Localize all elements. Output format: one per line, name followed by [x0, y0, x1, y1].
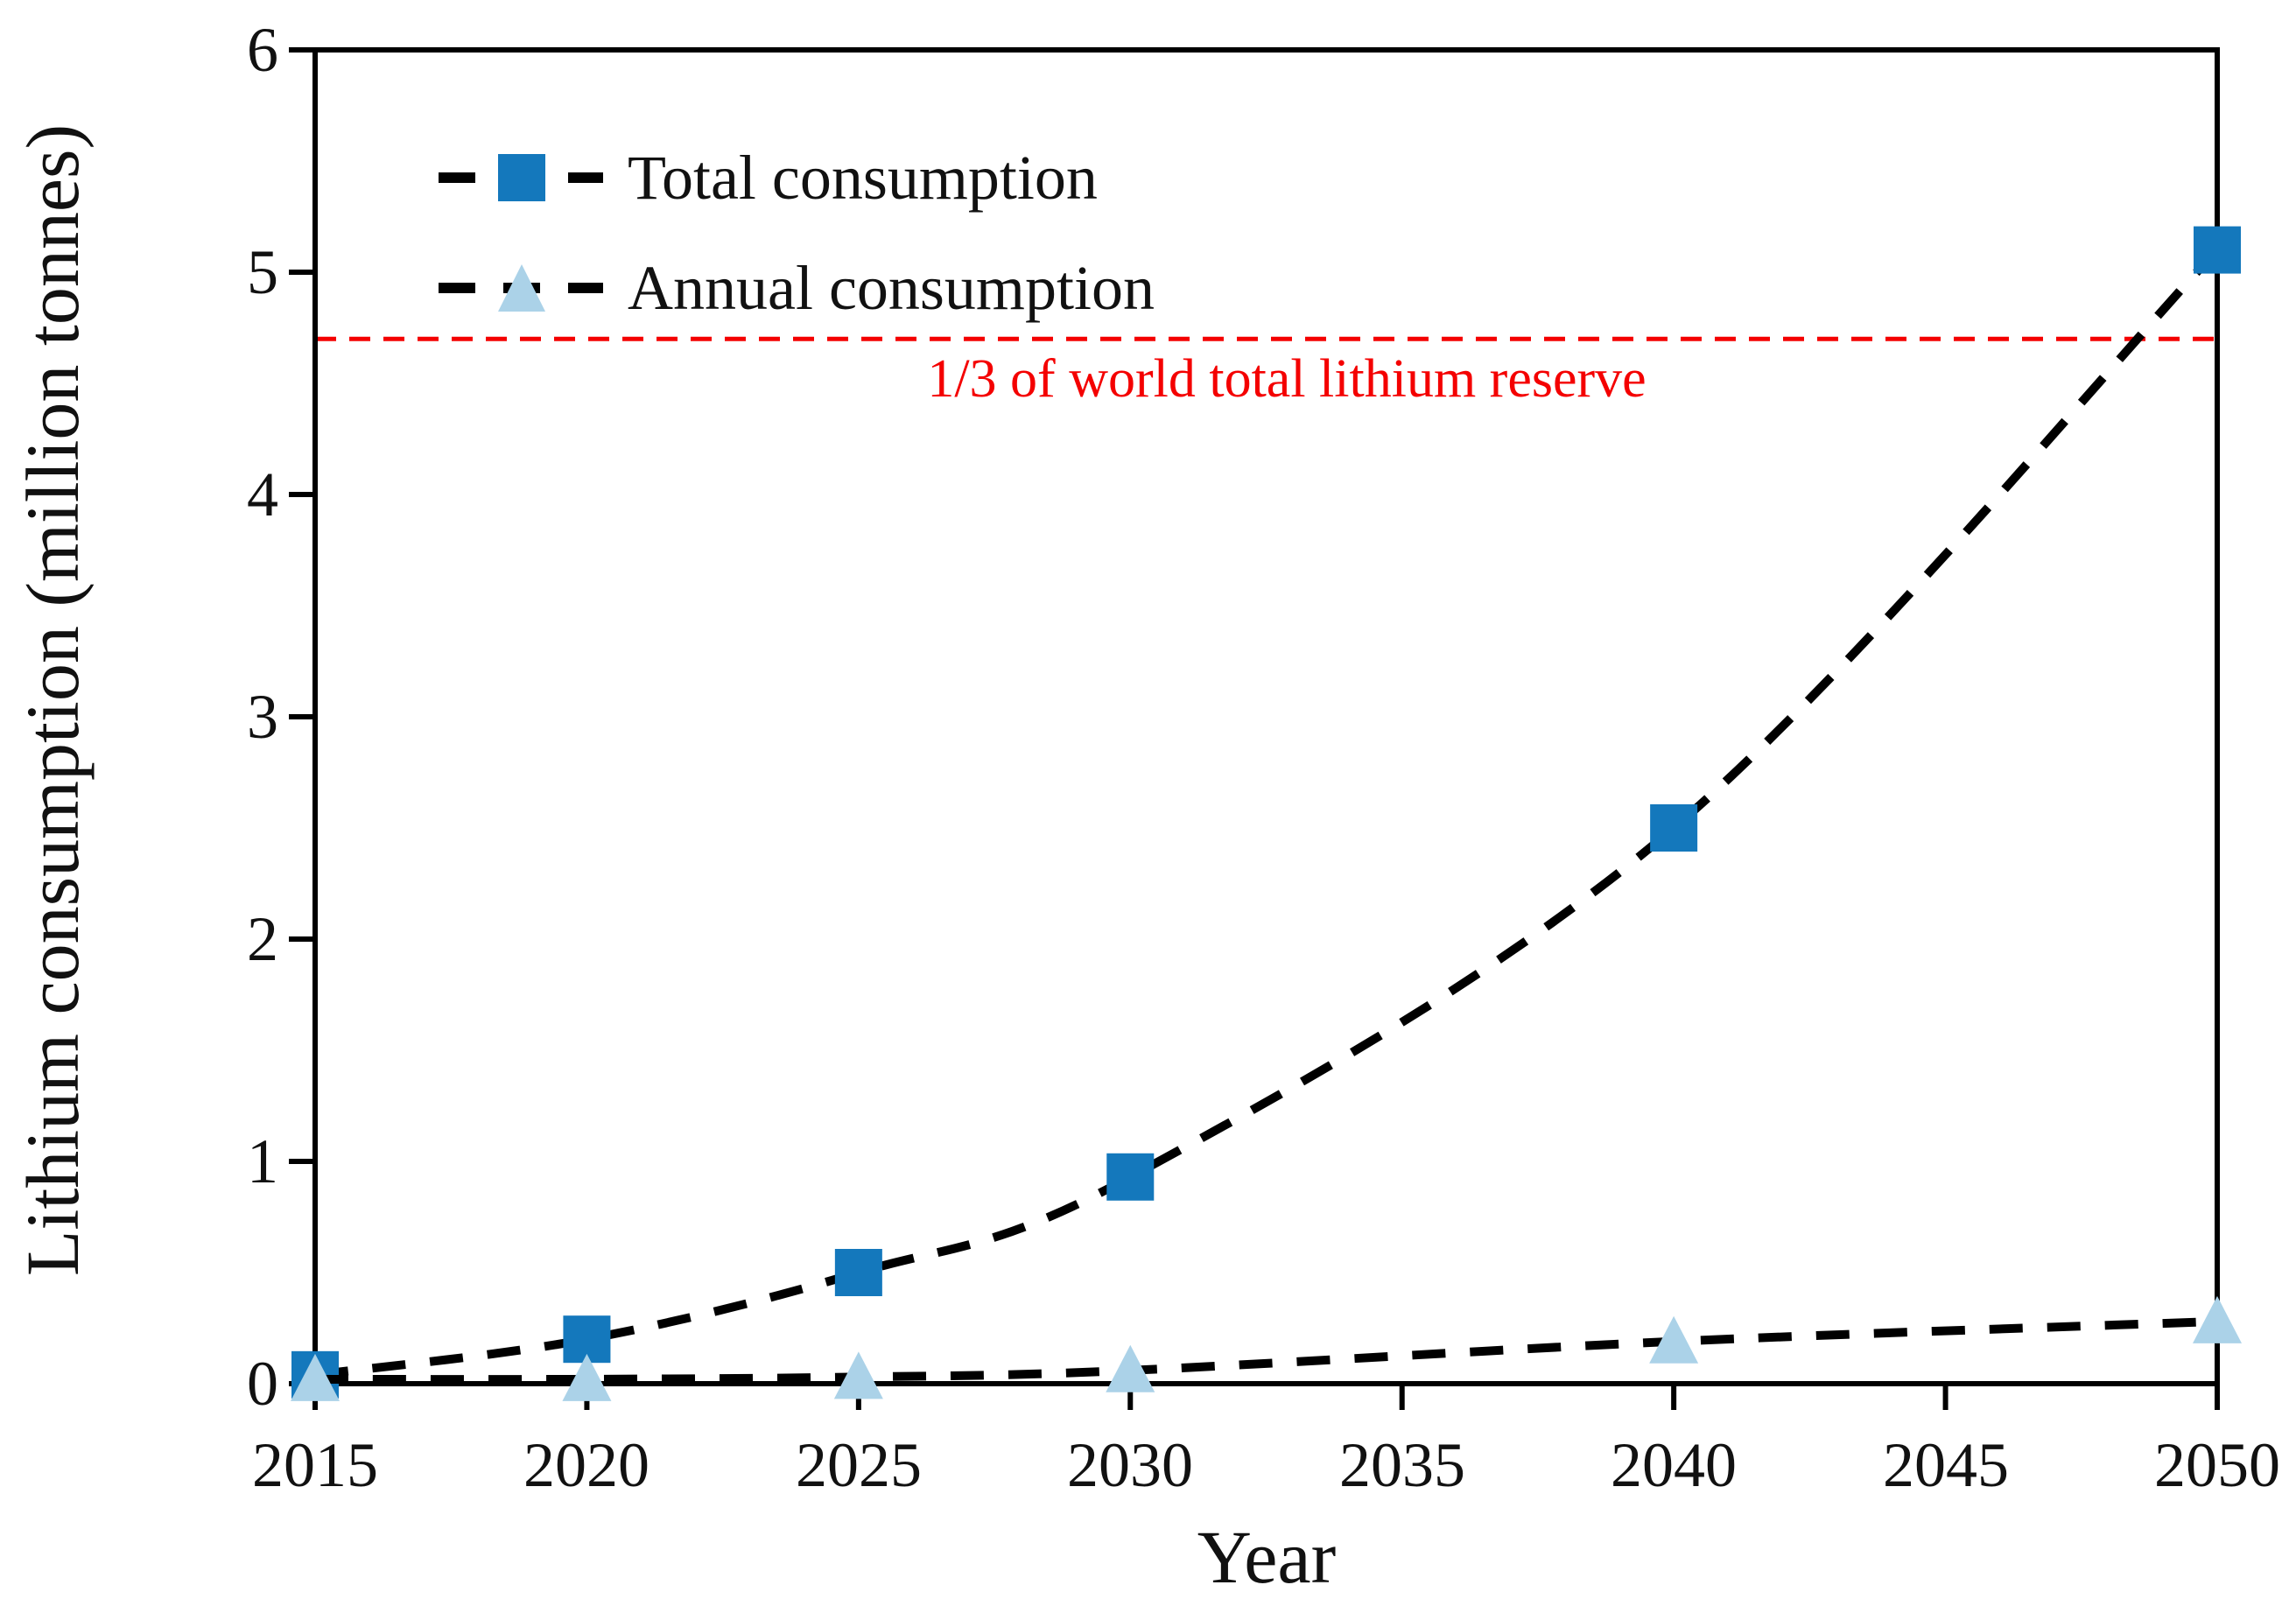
- x-axis-title: Year: [1197, 1515, 1337, 1599]
- x-tick-label: 2045: [1883, 1430, 2009, 1500]
- y-tick-label: 3: [247, 682, 278, 752]
- x-tick-label: 2030: [1067, 1430, 1193, 1500]
- data-point-triangle: [833, 1351, 883, 1399]
- legend-item-total-consumption: Total consumption: [435, 140, 1155, 215]
- data-point-square: [1650, 804, 1698, 852]
- y-tick-label: 5: [247, 237, 278, 307]
- y-tick-label: 0: [247, 1349, 278, 1419]
- y-tick-label: 2: [247, 904, 278, 974]
- legend-label: Total consumption: [628, 143, 1098, 213]
- legend-sample-total: [439, 154, 603, 201]
- data-point-triangle: [1649, 1315, 1699, 1364]
- y-axis-title: Lithium consumption (million tonnes): [11, 123, 95, 1277]
- legend: Total consumption Annual consumption: [435, 140, 1155, 326]
- data-point-square: [834, 1249, 882, 1296]
- square-marker-icon: [498, 154, 545, 201]
- x-tick-label: 2040: [1611, 1430, 1737, 1500]
- data-point-triangle: [291, 1353, 340, 1401]
- data-point-triangle: [562, 1353, 612, 1401]
- series-line-total: [314, 247, 2221, 1379]
- x-tick-label: 2050: [2154, 1430, 2280, 1500]
- data-point-triangle: [1106, 1344, 1155, 1392]
- y-tick-label: 6: [247, 15, 278, 85]
- data-point-square: [2194, 226, 2241, 274]
- legend-sample-annual: [439, 264, 603, 312]
- data-point-square: [1106, 1153, 1155, 1201]
- series-line-annual: [314, 1316, 2218, 1385]
- reference-line-label: 1/3 of world total lithium reserve: [927, 349, 1647, 409]
- y-tick-label: 4: [247, 459, 278, 529]
- legend-item-annual-consumption: Annual consumption: [435, 250, 1155, 326]
- x-tick-label: 2035: [1339, 1430, 1465, 1500]
- legend-label: Annual consumption: [628, 253, 1155, 323]
- triangle-marker-icon: [498, 264, 545, 312]
- x-tick-label: 2025: [796, 1430, 922, 1500]
- y-tick-label: 1: [247, 1126, 278, 1196]
- data-point-triangle: [2193, 1295, 2242, 1343]
- x-tick-label: 2015: [252, 1430, 378, 1500]
- x-tick-label: 2020: [523, 1430, 649, 1500]
